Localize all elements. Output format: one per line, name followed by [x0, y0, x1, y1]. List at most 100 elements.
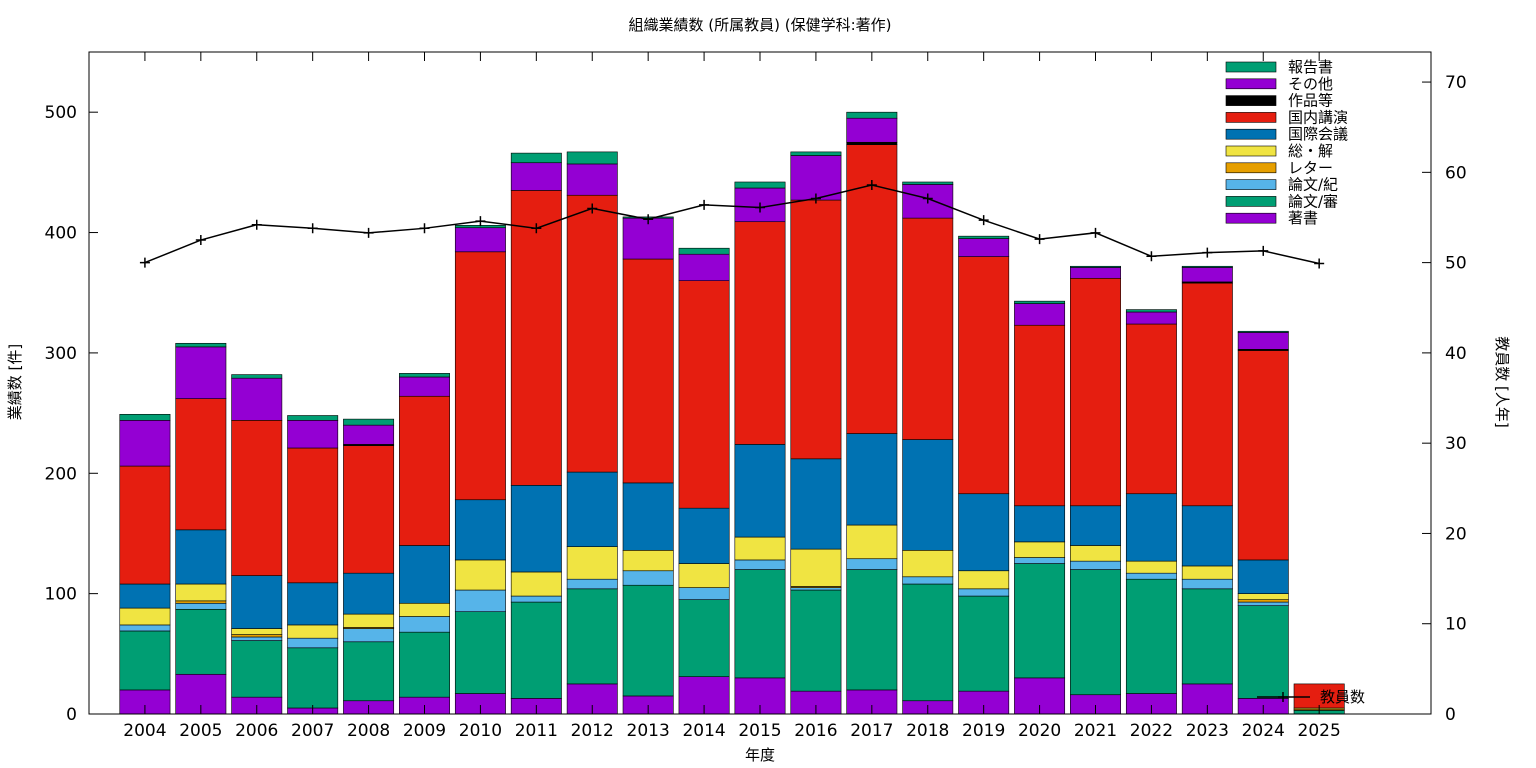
x-tick-label: 2005 [179, 721, 222, 741]
bar-segment [454, 611, 506, 694]
x-tick-label: 2009 [403, 721, 446, 741]
bar-segment [1014, 541, 1066, 558]
bar-segment [510, 601, 562, 699]
line-point [419, 223, 430, 234]
line-point [307, 223, 318, 234]
y2-axis-label: 教員数 [人年] [1493, 336, 1511, 427]
line-point [978, 215, 989, 226]
axes-group: 0 100 200 300 400 500 0 10 20 30 40 50 60 70 2004 2005 2… [45, 52, 1467, 741]
bar-segment [287, 420, 339, 449]
chart-title: 組織業績数 (所属教員) (保健学科:著作) [629, 16, 892, 34]
bar-segment [846, 141, 898, 145]
line-point [1034, 234, 1045, 245]
line-series [144, 184, 1320, 265]
bar-segment [622, 584, 674, 697]
bar-segment [175, 342, 227, 348]
bar-segment [1070, 560, 1121, 570]
bar-segment [1125, 323, 1177, 495]
bar-segment [343, 641, 395, 702]
line-point [866, 179, 877, 190]
bar-segment [1181, 505, 1233, 567]
bar-segment [343, 445, 395, 574]
bar-segment [846, 144, 898, 434]
bar-segment [1181, 282, 1233, 507]
line-point [363, 227, 374, 238]
bar-segment [566, 163, 618, 196]
line-point [755, 202, 765, 213]
x-tick-label: 2015 [738, 721, 781, 741]
y2-tick-label: 10 [1445, 615, 1467, 635]
line-point [475, 216, 486, 227]
bar-segment [902, 576, 954, 585]
x-tick-label: 2018 [906, 721, 949, 741]
legend-label: 作品等 [1288, 92, 1333, 110]
legend-swatch [1225, 61, 1277, 73]
bar-segment [510, 190, 562, 486]
legend-label: レター [1288, 159, 1333, 177]
bar-segment [790, 589, 842, 692]
bar-group [119, 111, 1345, 715]
bar-segment [231, 634, 283, 638]
bar-segment [958, 570, 1010, 590]
bar-segment [231, 640, 283, 698]
bar-segment [510, 595, 562, 603]
bar-segment [790, 151, 842, 156]
line-point [643, 214, 654, 225]
bar-segment [231, 628, 283, 635]
bar-segment [175, 600, 227, 604]
bar-segment [790, 587, 842, 591]
x-tick-label: 2010 [459, 721, 502, 741]
x-tick-label: 2024 [1242, 721, 1285, 741]
bar-segment [1014, 324, 1066, 507]
legend-swatch [1225, 112, 1277, 123]
legend-line-marker [1278, 692, 1288, 702]
line-point [1090, 227, 1101, 238]
bar-segment [454, 227, 506, 253]
x-tick-label: 2017 [850, 721, 893, 741]
x-tick-label: 2020 [1018, 721, 1061, 741]
bar-segment [622, 482, 674, 551]
bar-segment [231, 374, 283, 379]
bar-segment [1125, 309, 1177, 313]
bar-segment [1237, 601, 1289, 606]
bar-segment [1237, 559, 1289, 594]
bar-segment [678, 253, 730, 281]
bar-segment [790, 199, 842, 460]
bar-segment [1181, 565, 1233, 580]
line-point [922, 193, 933, 204]
bar-segment [734, 536, 786, 561]
bar-segment [846, 111, 898, 119]
bar-segment [846, 569, 898, 691]
legend-label: その他 [1288, 75, 1333, 93]
legend-label: 報告書 [1288, 58, 1333, 76]
x-tick-label: 2012 [571, 721, 614, 741]
bar-segment [343, 418, 395, 426]
bar-segment [119, 607, 171, 626]
bar-segment [1070, 265, 1121, 268]
line-point [699, 199, 710, 210]
bar-segment [175, 602, 227, 610]
bar-segment [790, 155, 842, 201]
y-tick-label: 400 [45, 224, 77, 244]
bar-segment [399, 631, 450, 698]
legend-label: 論文/審 [1288, 192, 1338, 210]
legend-swatch [1225, 78, 1277, 90]
legend-swatch [1225, 162, 1277, 174]
bar-segment [958, 235, 1010, 239]
line-point [195, 235, 206, 246]
bar-segment [119, 465, 171, 585]
bar-segment [902, 439, 954, 551]
line-group [139, 179, 1325, 269]
x-tick-label: 2022 [1130, 721, 1173, 741]
bar-segment [1125, 311, 1177, 325]
bar-segment [1125, 578, 1177, 694]
bar-segment [678, 587, 730, 600]
x-tick-label: 2019 [962, 721, 1005, 741]
y2-tick-label: 20 [1445, 524, 1467, 544]
bar-segment [678, 247, 730, 255]
bar-segment [399, 376, 450, 397]
bar-segment [902, 181, 954, 185]
bar-segment [454, 499, 506, 561]
bar-segment [119, 420, 171, 467]
